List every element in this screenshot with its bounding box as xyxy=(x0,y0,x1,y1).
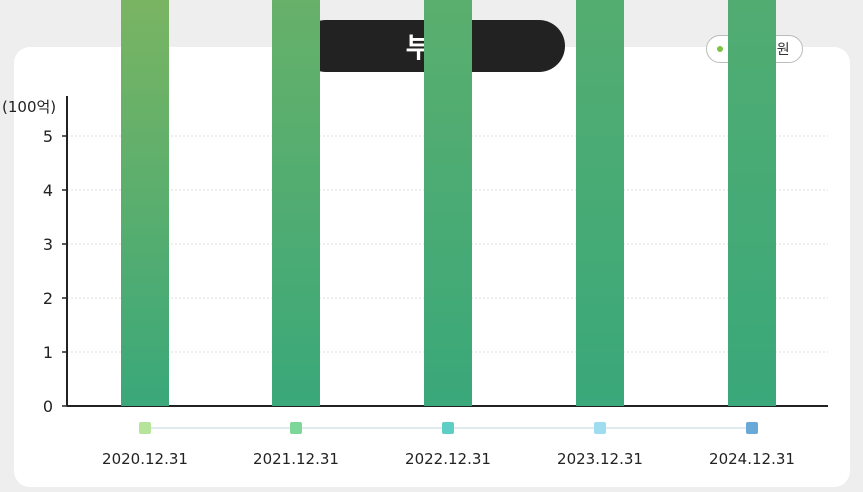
bar-2022.12.31 xyxy=(424,0,472,406)
x-marker xyxy=(594,422,606,434)
x-marker xyxy=(290,422,302,434)
x-marker xyxy=(139,422,151,434)
x-tick-label: 2021.12.31 xyxy=(253,450,339,468)
bullet-icon xyxy=(717,46,723,52)
x-marker xyxy=(442,422,454,434)
bar-2023.12.31 xyxy=(576,0,624,406)
x-tick-label: 2022.12.31 xyxy=(405,450,491,468)
x-tick-label: 2024.12.31 xyxy=(709,450,795,468)
x-tick-label: 2020.12.31 xyxy=(102,450,188,468)
bar-2024.12.31 xyxy=(728,0,776,406)
bar-2020.12.31 xyxy=(121,0,169,406)
bar-2021.12.31 xyxy=(272,0,320,406)
x-marker xyxy=(746,422,758,434)
y-tick-label: 0 xyxy=(43,397,53,416)
y-tick-label: 1 xyxy=(43,343,53,362)
x-tick-label: 2023.12.31 xyxy=(557,450,643,468)
y-tick-label: 5 xyxy=(43,127,53,146)
y-tick-label: 2 xyxy=(43,289,53,308)
y-tick-label: 3 xyxy=(43,235,53,254)
y-tick-label: 4 xyxy=(43,181,53,200)
y-unit-label: (100억) xyxy=(2,98,56,116)
